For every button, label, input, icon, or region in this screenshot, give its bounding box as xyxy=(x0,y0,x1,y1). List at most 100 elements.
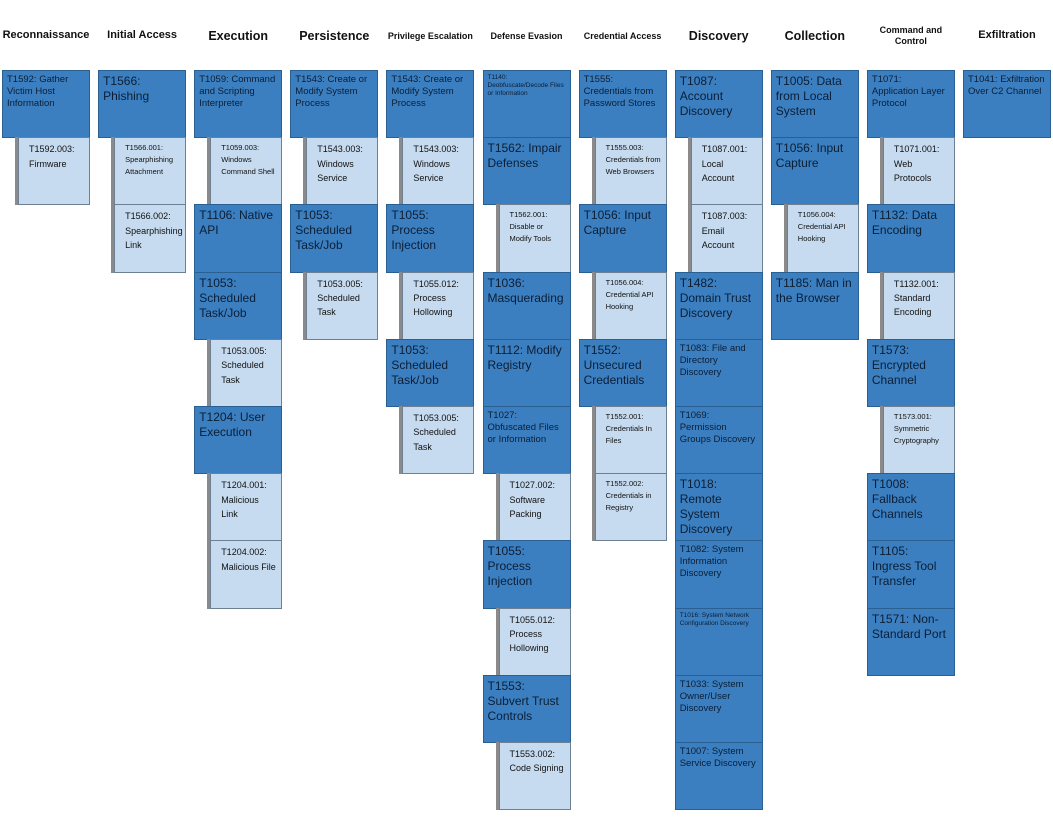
subtechnique-indent xyxy=(591,473,596,542)
subtechnique-indent xyxy=(495,742,500,811)
technique-cell: T1056: Input Capture xyxy=(770,137,859,206)
tactic-header: Execution xyxy=(208,28,269,43)
subtechnique-indent xyxy=(399,406,404,475)
technique-cell: T1112: Modify Registry xyxy=(482,338,571,407)
subtechnique-cell: T1543.003: Windows Service xyxy=(306,137,379,206)
subtechnique-indent xyxy=(399,271,404,340)
technique-cell: T1592: Gather Victim Host Information xyxy=(2,70,90,139)
technique-cell: T1571: Non-Standard Port xyxy=(866,607,955,676)
subtechnique-cell: T1056.004: Credential API Hooking xyxy=(594,271,667,340)
technique-cell: T1053: Scheduled Task/Job xyxy=(194,271,283,340)
subtechnique-cell: T1053.005: Scheduled Task xyxy=(210,338,283,407)
technique-cell: T1087: Account Discovery xyxy=(674,70,763,139)
technique-cell: T1553: Subvert Trust Controls xyxy=(482,674,571,743)
subtechnique-cell: T1553.002: Code Signing xyxy=(498,742,571,811)
subtechnique-cell: T1056.004: Credential API Hooking xyxy=(786,204,859,273)
subtechnique-indent xyxy=(207,137,212,206)
technique-cell: T1018: Remote System Discovery xyxy=(674,473,763,542)
subtechnique-cell: T1204.002: Malicious File xyxy=(210,540,283,609)
technique-cell: T1005: Data from Local System xyxy=(770,70,859,139)
tactic-header: Discovery xyxy=(688,28,749,43)
subtechnique-cell: T1566.001: Spearphishing Attachment xyxy=(114,137,187,206)
subtechnique-indent xyxy=(879,406,884,475)
technique-cell: T1140: Deobfuscate/Decode Files or Infor… xyxy=(482,70,571,139)
subtechnique-cell: T1053.005: Scheduled Task xyxy=(402,406,475,475)
subtechnique-cell: T1071.001: Web Protocols xyxy=(882,137,955,206)
subtechnique-cell: T1059.003: Windows Command Shell xyxy=(210,137,283,206)
tactic-header: Persistence xyxy=(299,28,370,43)
technique-cell: T1053: Scheduled Task/Job xyxy=(290,204,379,273)
subtechnique-indent xyxy=(303,271,308,340)
technique-cell: T1543: Create or Modify System Process xyxy=(386,70,475,139)
subtechnique-indent xyxy=(687,137,692,206)
tactic-header: Defense Evasion xyxy=(490,30,563,41)
technique-cell: T1185: Man in the Browser xyxy=(770,271,859,340)
technique-cell: T1105: Ingress Tool Transfer xyxy=(866,540,955,609)
subtechnique-indent xyxy=(207,338,212,407)
subtechnique-cell: T1566.002: Spearphishing Link xyxy=(114,204,187,273)
tactic-header: Reconnaissance xyxy=(2,29,90,42)
technique-cell: T1132: Data Encoding xyxy=(866,204,955,273)
technique-cell: T1016: System Network Configuration Disc… xyxy=(674,607,763,676)
subtechnique-indent xyxy=(783,204,788,273)
subtechnique-indent xyxy=(303,137,308,206)
subtechnique-indent xyxy=(207,473,212,542)
tactic-header: Collection xyxy=(784,28,845,43)
technique-cell: T1083: File and Directory Discovery xyxy=(674,338,763,407)
subtechnique-indent xyxy=(879,137,884,206)
technique-cell: T1573: Encrypted Channel xyxy=(866,338,955,407)
technique-cell: T1543: Create or Modify System Process xyxy=(290,70,379,139)
technique-cell: T1059: Command and Scripting Interpreter xyxy=(194,70,283,139)
subtechnique-indent xyxy=(111,137,116,206)
tactic-header: Credential Access xyxy=(583,30,662,41)
tactic-header: Privilege Escalation xyxy=(387,30,473,41)
tactic-header: Initial Access xyxy=(107,29,178,42)
technique-cell: T1033: System Owner/User Discovery xyxy=(674,674,763,743)
technique-cell: T1007: System Service Discovery xyxy=(674,742,763,811)
subtechnique-cell: T1055.012: Process Hollowing xyxy=(498,607,571,676)
technique-cell: T1053: Scheduled Task/Job xyxy=(386,338,475,407)
subtechnique-indent xyxy=(591,406,596,475)
subtechnique-indent xyxy=(207,540,212,609)
subtechnique-cell: T1087.003: Email Account xyxy=(690,204,763,273)
technique-cell: T1204: User Execution xyxy=(194,406,283,475)
subtechnique-cell: T1573.001: Symmetric Cryptography xyxy=(882,406,955,475)
technique-cell: T1041: Exfiltration Over C2 Channel xyxy=(963,70,1051,139)
subtechnique-cell: T1087.001: Local Account xyxy=(690,137,763,206)
subtechnique-indent xyxy=(399,137,404,206)
subtechnique-cell: T1552.002: Credentials in Registry xyxy=(594,473,667,542)
subtechnique-cell: T1543.003: Windows Service xyxy=(402,137,475,206)
subtechnique-cell: T1132.001: Standard Encoding xyxy=(882,271,955,340)
technique-cell: T1566: Phishing xyxy=(98,70,187,139)
subtechnique-indent xyxy=(591,271,596,340)
technique-cell: T1056: Input Capture xyxy=(578,204,667,273)
subtechnique-cell: T1552.001: Credentials In Files xyxy=(594,406,667,475)
subtechnique-indent xyxy=(687,204,692,273)
technique-cell: T1008: Fallback Channels xyxy=(866,473,955,542)
technique-cell: T1055: Process Injection xyxy=(482,540,571,609)
technique-cell: T1069: Permission Groups Discovery xyxy=(674,406,763,475)
technique-cell: T1082: System Information Discovery xyxy=(674,540,763,609)
subtechnique-cell: T1053.005: Scheduled Task xyxy=(306,271,379,340)
technique-cell: T1562: Impair Defenses xyxy=(482,137,571,206)
technique-cell: T1036: Masquerading xyxy=(482,271,571,340)
subtechnique-indent xyxy=(495,473,500,542)
subtechnique-cell: T1055.012: Process Hollowing xyxy=(402,271,475,340)
subtechnique-indent xyxy=(879,271,884,340)
subtechnique-cell: T1592.003: Firmware xyxy=(18,137,90,206)
subtechnique-indent xyxy=(495,607,500,676)
technique-cell: T1027: Obfuscated Files or Information xyxy=(482,406,571,475)
subtechnique-indent xyxy=(591,137,596,206)
technique-cell: T1071: Application Layer Protocol xyxy=(866,70,955,139)
tactic-header: Command and Control xyxy=(879,25,943,46)
technique-cell: T1106: Native API xyxy=(194,204,283,273)
subtechnique-indent xyxy=(495,204,500,273)
technique-cell: T1055: Process Injection xyxy=(386,204,475,273)
subtechnique-cell: T1562.001: Disable or Modify Tools xyxy=(498,204,571,273)
tactic-header: Exfiltration xyxy=(978,29,1036,42)
subtechnique-indent xyxy=(15,137,19,206)
subtechnique-cell: T1027.002: Software Packing xyxy=(498,473,571,542)
technique-cell: T1482: Domain Trust Discovery xyxy=(674,271,763,340)
subtechnique-cell: T1204.001: Malicious Link xyxy=(210,473,283,542)
